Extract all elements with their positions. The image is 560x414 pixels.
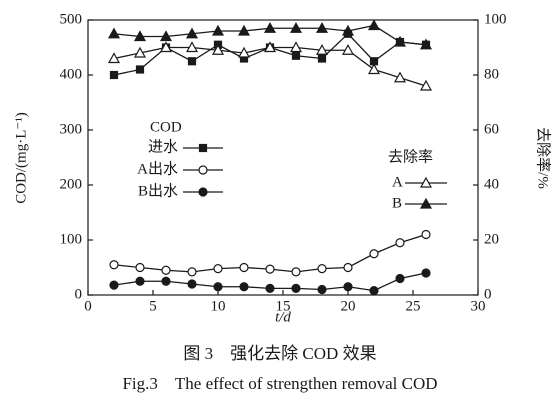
x-tick-label: 10 xyxy=(211,298,226,314)
marker xyxy=(343,282,353,292)
marker xyxy=(237,46,251,58)
marker xyxy=(393,35,407,47)
marker xyxy=(343,262,353,273)
marker xyxy=(263,41,277,53)
marker xyxy=(187,267,197,277)
marker xyxy=(187,279,197,289)
marker xyxy=(135,276,145,286)
marker xyxy=(317,264,327,274)
x-axis-label: t/d xyxy=(275,309,291,325)
marker xyxy=(367,63,381,75)
marker xyxy=(109,70,119,80)
legend-title: 去除率 xyxy=(388,148,433,165)
legend-label: A xyxy=(392,174,403,190)
y-tick-label: 500 xyxy=(60,11,83,27)
marker xyxy=(393,71,407,83)
legend-label: A出水 xyxy=(137,160,178,177)
marker xyxy=(291,267,301,277)
marker xyxy=(211,24,225,36)
marker xyxy=(369,286,379,296)
legend-marker xyxy=(198,143,208,153)
marker xyxy=(291,283,301,293)
y2-tick-label: 80 xyxy=(484,66,499,82)
marker xyxy=(213,264,223,274)
x-tick-label: 30 xyxy=(471,298,486,314)
marker xyxy=(133,30,147,42)
legend-title: COD xyxy=(150,119,182,135)
marker xyxy=(107,27,121,39)
y-tick-label: 0 xyxy=(75,286,83,302)
marker xyxy=(185,41,199,53)
y-tick-label: 100 xyxy=(60,231,83,247)
marker xyxy=(135,65,145,74)
legend-marker xyxy=(419,176,433,188)
legend-label: B出水 xyxy=(138,182,178,199)
marker xyxy=(187,57,197,66)
marker xyxy=(109,260,119,270)
x-tick-label: 25 xyxy=(406,298,421,314)
marker xyxy=(317,54,327,63)
marker xyxy=(395,238,405,248)
marker xyxy=(315,44,329,55)
marker xyxy=(421,229,431,240)
marker xyxy=(419,79,433,91)
marker xyxy=(135,262,145,273)
x-tick-label: 0 xyxy=(84,298,92,314)
marker xyxy=(341,44,355,55)
y-tick-label: 400 xyxy=(60,66,83,82)
marker xyxy=(265,264,275,274)
caption-cn: 图 3 强化去除 COD 效果 xyxy=(183,344,376,363)
legend-marker xyxy=(419,197,433,209)
y2-tick-label: 20 xyxy=(484,231,499,247)
marker xyxy=(263,22,277,33)
marker xyxy=(315,22,329,33)
y-axis-label: COD/(mg·L⁻¹) xyxy=(13,112,29,204)
marker xyxy=(289,22,303,33)
marker xyxy=(265,283,275,293)
marker xyxy=(289,41,303,53)
y2-tick-label: 60 xyxy=(484,121,499,137)
legend-label: 进水 xyxy=(148,138,178,155)
series-line xyxy=(113,46,427,87)
legend-label: B xyxy=(392,195,402,211)
marker xyxy=(161,265,171,275)
marker xyxy=(213,282,223,292)
marker xyxy=(109,280,119,290)
y2-tick-label: 0 xyxy=(484,286,492,302)
y-tick-label: 200 xyxy=(60,176,83,192)
marker xyxy=(421,268,431,278)
marker xyxy=(317,284,327,295)
marker xyxy=(133,46,147,58)
marker xyxy=(419,38,433,50)
caption-en: Fig.3 The effect of strengthen removal C… xyxy=(122,374,437,393)
marker xyxy=(239,282,249,292)
marker xyxy=(211,44,225,55)
marker xyxy=(107,52,121,64)
y2-tick-label: 100 xyxy=(484,11,507,27)
marker xyxy=(395,273,405,284)
y2-axis-label: 去除率/% xyxy=(535,127,552,189)
y-tick-label: 300 xyxy=(60,121,83,137)
marker xyxy=(161,276,171,286)
marker xyxy=(159,30,173,42)
legend-marker xyxy=(198,187,208,197)
marker xyxy=(369,249,379,259)
marker xyxy=(185,27,199,39)
marker xyxy=(159,41,173,53)
legend-marker xyxy=(198,165,208,175)
x-tick-label: 15 xyxy=(276,298,291,314)
marker xyxy=(341,24,355,36)
x-tick-label: 20 xyxy=(341,298,356,314)
marker xyxy=(239,262,249,273)
y2-tick-label: 40 xyxy=(484,176,499,192)
marker xyxy=(237,24,251,36)
marker xyxy=(367,19,381,31)
x-tick-label: 5 xyxy=(149,298,157,314)
marker xyxy=(291,51,301,60)
